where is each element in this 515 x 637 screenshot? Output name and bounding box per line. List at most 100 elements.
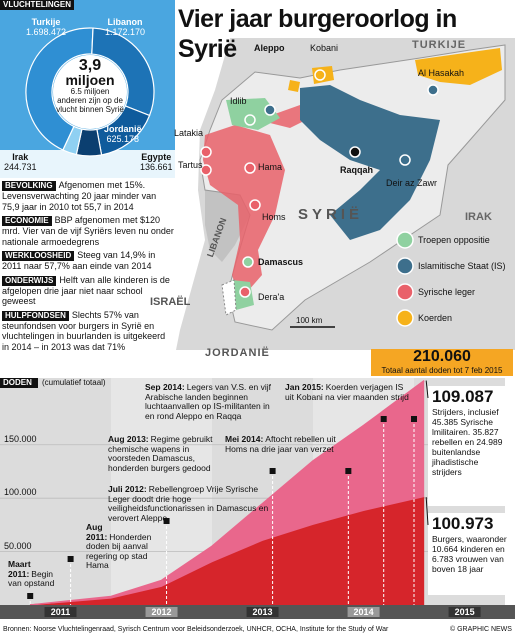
annotation-text: Honderden doden bij aanval regering op s…: [86, 531, 152, 570]
callout-pointer: [425, 380, 429, 399]
annotation-text: Koerden verjagen IS uit Kobani na vier m…: [285, 382, 409, 402]
fact-heading: ECONOMIE: [2, 216, 52, 226]
count: 1.172.170: [105, 27, 146, 37]
internal-text: anderen zijn op de vlucht binnen Syrië: [56, 96, 124, 114]
fact-heading: WERKLOOSHEID: [2, 251, 75, 261]
value-label: 109.087: [432, 387, 494, 406]
annotation: Aug 2013: Regime gebruikt chemische wapen…: [108, 434, 233, 473]
city-marker: [244, 162, 256, 174]
scale-label: 100 km: [296, 316, 323, 325]
fact: ECONOMIE BBP afgenomen met $120 mrd. Vier…: [2, 215, 174, 247]
country: Egypte: [141, 152, 172, 162]
count: 625.178: [106, 134, 140, 144]
annotation-text: Begin van opstand: [8, 568, 55, 588]
zone-is: [300, 85, 440, 240]
map-label: Hama: [258, 162, 283, 172]
map-label: Damascus: [258, 257, 304, 267]
value-label: 100.973: [432, 514, 494, 533]
golan: [221, 279, 237, 316]
callout-bg: [428, 513, 513, 595]
total-value: 210.060: [413, 348, 471, 365]
donut-slice: [25, 27, 94, 151]
fact-text: Helft van alle kinderen is de afgelopen …: [2, 274, 170, 307]
annotation-date: Juli 2012:: [108, 484, 147, 494]
y-tick-label: 150.000: [4, 433, 37, 444]
legend-label: Koerden: [418, 313, 453, 323]
annotation-date: Aug 2013:: [108, 434, 149, 444]
city-marker: [427, 84, 439, 96]
map-label: Tartus: [178, 160, 203, 170]
legend-label: Syrische leger: [418, 287, 476, 297]
legend-swatch: [396, 231, 414, 249]
annotation-date: Aug 2011:: [86, 522, 108, 542]
city-marker: [399, 154, 411, 166]
callout-bg: [428, 386, 513, 506]
annotation: Jan 2015: Koerden verjagen IS uit Kobani …: [285, 382, 413, 402]
map-label: SYRIË: [298, 206, 364, 223]
callout-pointer: [425, 497, 429, 526]
count: 1.698.472: [26, 27, 67, 37]
refugee-label: Turkije 1.698.472: [26, 17, 66, 37]
y-tick-label: 100.000: [4, 487, 37, 498]
event-marker: [67, 556, 74, 562]
annotation-text: Aftocht rebellen uit Homs na drie jaar v…: [225, 434, 336, 454]
donut-hole: [53, 55, 127, 129]
city-marker: [239, 286, 251, 298]
zone-kurd: [415, 48, 502, 85]
area-fill: [30, 497, 425, 605]
year-tab: [347, 607, 380, 617]
map-label: IRAK: [465, 211, 492, 223]
annotation-date: Jan 2015:: [285, 382, 324, 392]
map-label: Raqqah: [340, 165, 374, 175]
area-edge: [30, 380, 425, 606]
area-fill: [30, 380, 425, 605]
map-label: Dera'a: [258, 292, 285, 302]
total: 3,9: [78, 57, 102, 74]
x-tick-label: 2013: [252, 607, 273, 617]
event-marker: [27, 593, 34, 599]
x-tick-label: 2012: [151, 607, 172, 617]
annotation: Mei 2014: Aftocht rebellen uit Homs na dr…: [225, 434, 345, 454]
city-marker: [314, 69, 326, 81]
fact: ONDERWIJS Helft van alle kinderen is de a…: [2, 275, 174, 307]
series-name: Strijders: [432, 407, 464, 417]
annotation-date: Sep 2014:: [145, 382, 185, 392]
fact-text: Slechts 57% van steunfondsen voor burger…: [2, 309, 166, 352]
sea: [176, 38, 230, 350]
chart-tab: [0, 378, 38, 388]
annotation-date: Mei 2014:: [225, 434, 264, 444]
country: Jordanië: [104, 124, 142, 134]
fact: BEVOLKING Afgenomen met 15%. Levensverwac…: [2, 180, 174, 212]
country: Libanon: [107, 17, 143, 27]
refugee-label: Egypte 136.661: [140, 152, 173, 172]
annotation: Juli 2012: Rebellengroep Vrije Syrische L…: [108, 484, 278, 523]
total-unit: miljoen: [65, 72, 115, 88]
annotation: Aug 2011: Honderden doden bij aanval rege…: [86, 522, 168, 571]
x-tick-label: 2014: [353, 607, 374, 617]
country: Irak: [12, 152, 29, 162]
city-marker: [244, 114, 256, 126]
legend-swatch: [396, 257, 414, 275]
x-tick-label: 2011: [50, 607, 71, 617]
fact-heading: HULPFONDSEN: [2, 310, 69, 321]
city-marker: [349, 146, 361, 158]
annotation-text: Regime gebruikt chemische wapens in voor…: [108, 434, 213, 473]
fact-heading: BEVOLKING: [2, 181, 56, 191]
callout-text: Burgers, waaronder 10.664 kinderen en 6.…: [432, 534, 510, 574]
fact: WERKLOOSHEID Steeg van 14,9% in 2011 naar…: [2, 250, 174, 272]
count: 244.731: [4, 162, 37, 172]
year-tab: [44, 607, 77, 617]
y-tick-label: 50.000: [4, 540, 32, 551]
credit: © GRAPHIC NEWS: [450, 626, 512, 633]
event-marker: [380, 416, 387, 422]
fact-text: Afgenomen met 15%. Levensverwachting 20 …: [2, 180, 157, 212]
fact-text: BBP afgenomen met $120 mrd. Vier van de …: [2, 215, 174, 247]
total-text: Totaal aantal doden tot 7 feb 2015: [381, 366, 503, 375]
internal: 6.5 miljoen: [70, 87, 110, 96]
refugee-label: Irak 244.731: [4, 152, 37, 172]
map-label: JORDANIË: [205, 347, 270, 359]
fact-heading: ONDERWIJS: [2, 275, 57, 286]
annotation-text: Legers van V.S. en vijf Arabische landen…: [145, 382, 271, 421]
donut-slice: [62, 125, 83, 156]
